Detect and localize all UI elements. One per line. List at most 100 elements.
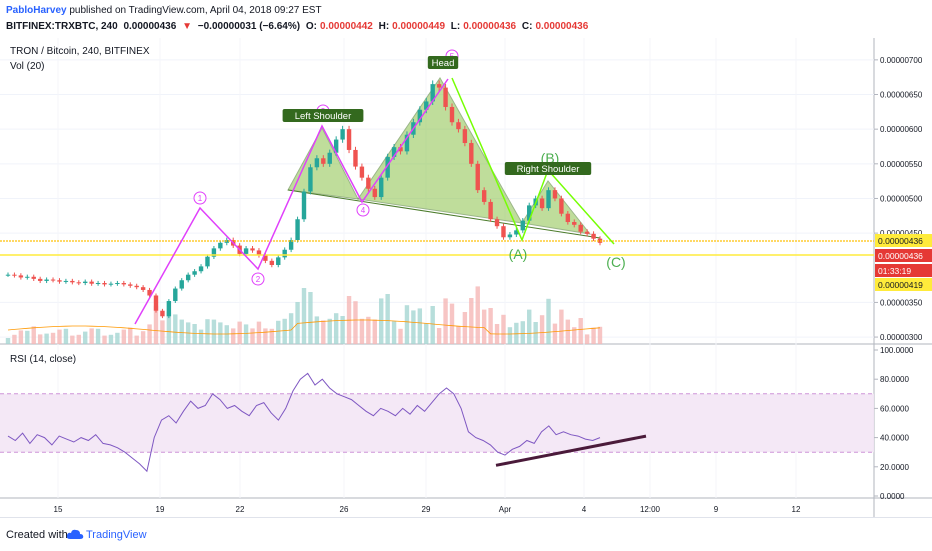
price-badge-text: 01:33:19 [878, 266, 911, 276]
candle-body [288, 240, 294, 250]
price-badge-text: 0.00000436 [878, 251, 923, 261]
volume-bar [121, 329, 127, 344]
candle-body [527, 205, 532, 221]
candle-body [578, 224, 583, 232]
abc-correction-line [451, 77, 615, 245]
candle-body [70, 280, 75, 283]
candle-body [314, 158, 320, 168]
candle-body [102, 283, 107, 285]
tradingview-link[interactable]: TradingView [86, 529, 147, 541]
open-value: 0.00000442 [319, 21, 373, 32]
volume-bar [102, 335, 107, 344]
candle-body [179, 280, 184, 289]
rsi-pane: 100.0000 80.0000 60.0000 40.0000 20.0000 0.00… [0, 346, 914, 501]
pattern-label-box [427, 56, 459, 69]
wave-label: 4 [361, 206, 366, 215]
rsi-band [0, 393, 874, 453]
volume-bar [218, 322, 223, 344]
created-with: Created with [6, 529, 68, 541]
volume-bar [507, 327, 513, 344]
volume-bar [411, 310, 416, 344]
candle-body [256, 250, 262, 256]
candle-body [443, 87, 448, 107]
volume-bar [321, 320, 326, 344]
price-badge [875, 249, 932, 262]
pattern-label: Left Shoulder [295, 111, 352, 122]
close-label: C: [521, 21, 533, 32]
low-value: 0.00000436 [463, 21, 517, 32]
close-value: 0.00000436 [535, 21, 589, 32]
volume-bar [424, 323, 429, 344]
head-shape [357, 77, 523, 224]
volume-bar [243, 324, 249, 344]
price-badge-text: 0.00000436 [878, 236, 923, 246]
candle-body [76, 282, 81, 284]
candle-body [50, 279, 56, 281]
rsi-divergence-line [495, 434, 647, 467]
volume-bar [552, 323, 558, 344]
x-tick-label: 12 [792, 505, 801, 514]
candle-body [507, 234, 513, 238]
candle-body [25, 276, 30, 278]
y-tick-label: 0.00000700 [880, 56, 923, 65]
volume-bar [353, 301, 358, 344]
volume-bar [404, 305, 410, 344]
volume-bar [501, 314, 506, 344]
y-tick-label: 0.00000600 [880, 125, 923, 134]
volume-bar [520, 321, 525, 344]
volume-bar [597, 326, 603, 344]
candle-body [198, 266, 204, 272]
volume-bar [50, 332, 56, 344]
down-arrow-icon: ▼ [182, 21, 192, 32]
volume-bar [108, 334, 114, 344]
candle-body [481, 190, 487, 202]
tradingview-cloud-icon [66, 529, 84, 539]
pattern-label: Right Shoulder [517, 164, 580, 175]
volume-bar [449, 303, 455, 344]
volume-bar [340, 316, 345, 344]
candle-body [160, 310, 165, 317]
chart-title: TRON / Bitcoin, 240, BITFINEX [10, 46, 150, 57]
volume-bar [198, 329, 204, 344]
volume-bar [282, 318, 287, 344]
wave-circle [251, 272, 265, 286]
candle-body [276, 257, 281, 265]
rsi-tick-label: 0.0000 [880, 492, 905, 501]
x-tick-label: 4 [582, 505, 587, 514]
pattern-label-box [504, 162, 592, 175]
wave-label: 1 [198, 194, 203, 203]
candle-body [134, 285, 139, 288]
candle-body [211, 248, 217, 257]
rsi-line [7, 372, 601, 473]
publish-info: published on TradingView.com, April 04, … [69, 5, 322, 16]
candle-body [140, 287, 146, 290]
candle-body [18, 275, 24, 278]
volume-bar [385, 294, 390, 344]
volume-bar [37, 334, 43, 344]
candle-body [520, 220, 525, 231]
abc-label: (A) [509, 246, 528, 262]
pattern-label: Head [432, 58, 455, 69]
candle-body [308, 167, 313, 192]
volume-bar [481, 309, 487, 344]
rsi-tick-label: 60.0000 [880, 404, 909, 413]
volume-bar [327, 318, 332, 344]
price-axis: 0.00000700 0.00000650 0.00000600 0.00000550… [54, 56, 932, 514]
y-tick-label: 0.00000550 [880, 160, 923, 169]
candle-body [546, 190, 551, 209]
publish-header: PabloHarvey published on TradingView.com… [0, 0, 932, 38]
pattern-label-box [282, 109, 364, 122]
volume-bar [308, 292, 313, 344]
author-link[interactable]: PabloHarvey [6, 5, 67, 16]
volume-bar [443, 298, 448, 344]
candle-body [269, 260, 275, 265]
volume-bar [591, 327, 596, 344]
candle-body [346, 129, 352, 150]
volume-bar [379, 298, 384, 344]
rsi-tick-label: 40.0000 [880, 434, 909, 443]
volume-bar [70, 335, 75, 344]
price-change: −0.00000031 (−6.64%) [197, 21, 301, 32]
candle-body [83, 281, 88, 284]
candle-body [340, 129, 345, 140]
